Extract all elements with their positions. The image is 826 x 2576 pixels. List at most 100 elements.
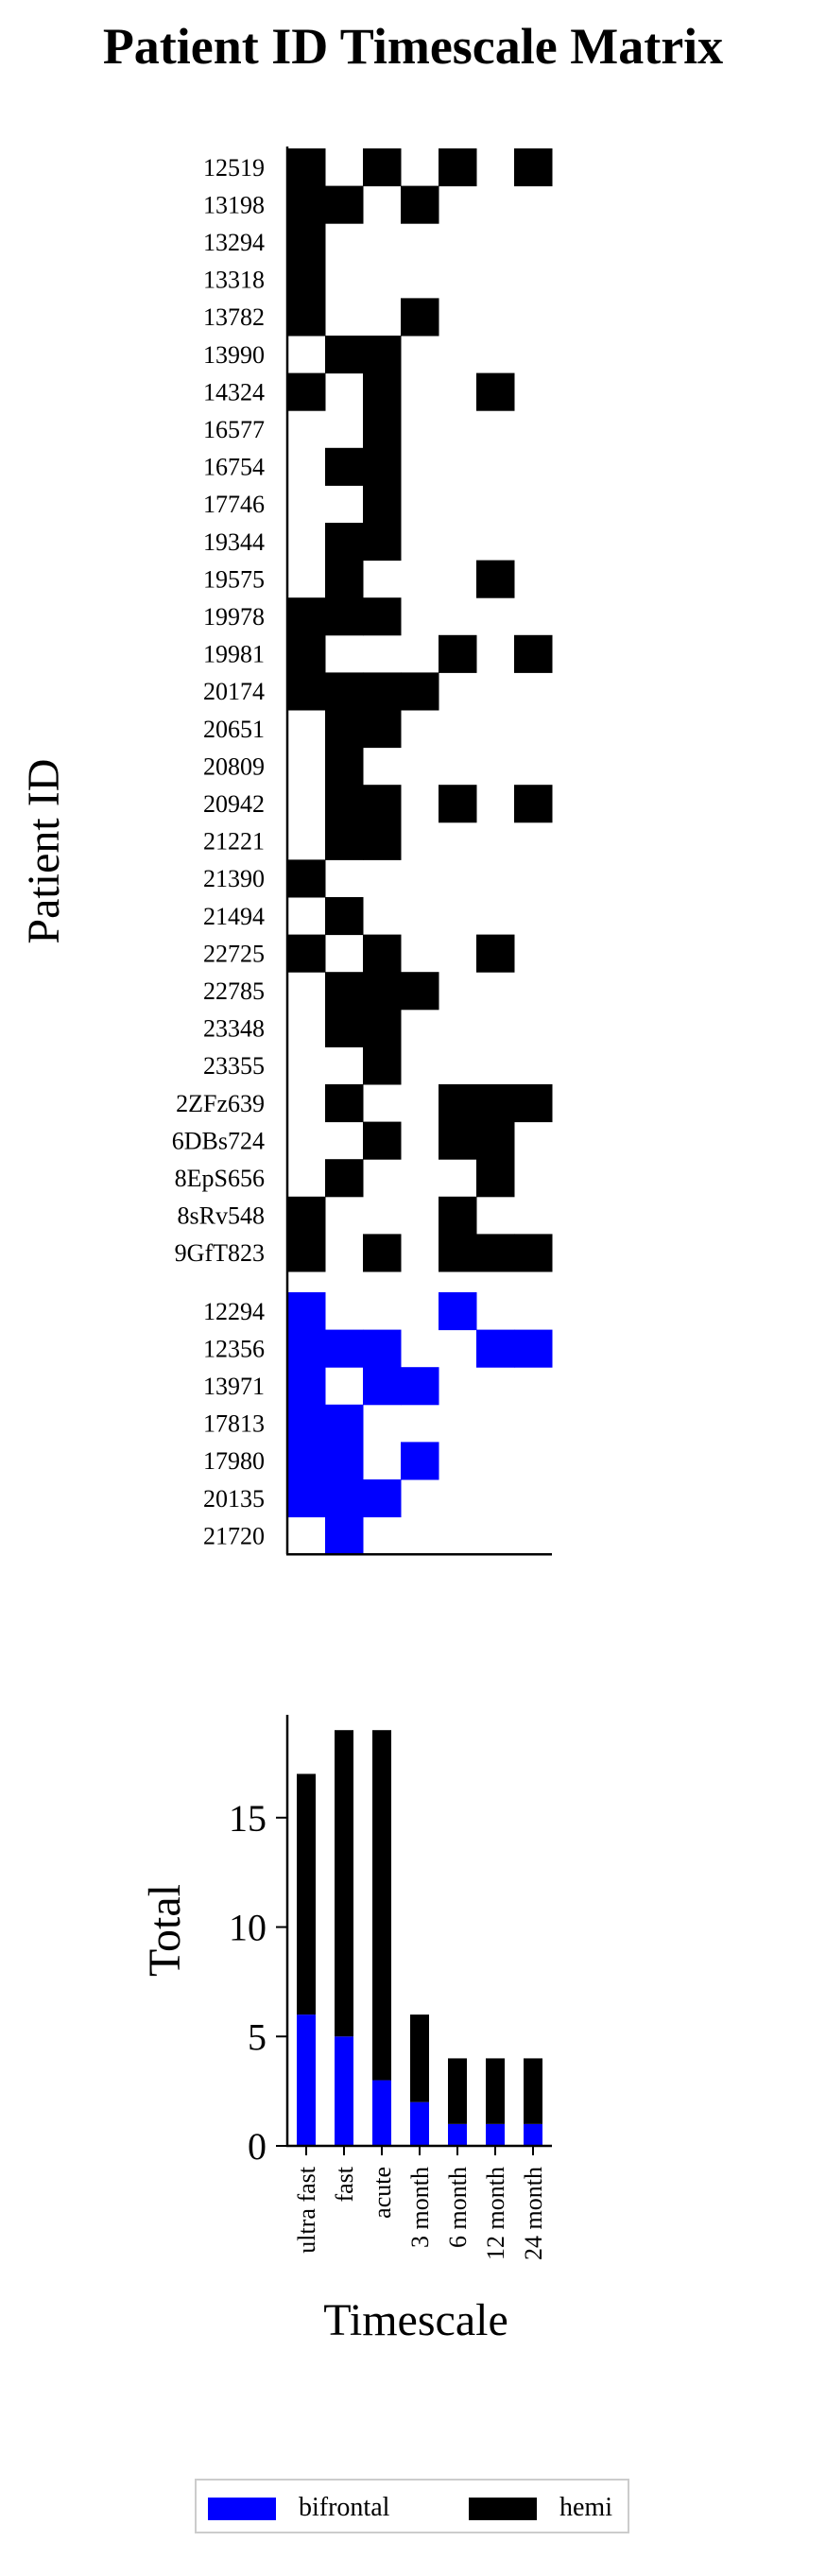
x-tick-label: fast	[331, 2166, 358, 2202]
x-tick-label: 3 month	[406, 2167, 434, 2248]
cell-13990-acute	[363, 336, 402, 374]
bar-bifrontal-ultra-fast	[297, 2014, 316, 2146]
cell-6DBs724-6-month	[439, 1121, 477, 1160]
cell-8EpS656-fast	[325, 1159, 364, 1198]
row-label-9GfT823: 9GfT823	[175, 1239, 265, 1267]
cell-20942-fast	[325, 785, 364, 823]
cell-6DBs724-acute	[363, 1121, 402, 1160]
cell-13782-ultra-fast	[287, 298, 326, 337]
cell-14324-acute	[363, 372, 402, 411]
row-label-17980: 17980	[203, 1447, 265, 1475]
bar-hemi-3-month	[410, 2014, 429, 2102]
cell-2ZFz639-12-month	[476, 1084, 515, 1123]
row-label-13782: 13782	[203, 303, 265, 331]
row-label-6DBs724: 6DBs724	[172, 1127, 265, 1154]
x-tick-label: ultra fast	[293, 2166, 320, 2253]
cell-12356-fast	[325, 1329, 364, 1368]
cell-17980-ultra-fast	[287, 1442, 326, 1480]
cell-19575-12-month	[476, 560, 515, 598]
cell-21494-fast	[325, 897, 364, 936]
cell-12356-acute	[363, 1329, 402, 1368]
x-tick-label: 12 month	[482, 2167, 509, 2260]
cell-9GfT823-ultra-fast	[287, 1234, 326, 1272]
cell-13198-fast	[325, 185, 364, 224]
cell-12356-24-month	[514, 1329, 553, 1368]
cell-20174-ultra-fast	[287, 672, 326, 711]
cell-20174-3-month	[401, 672, 439, 711]
cell-9GfT823-6-month	[439, 1234, 477, 1272]
cell-22785-3-month	[401, 972, 439, 1011]
cell-20135-acute	[363, 1479, 402, 1518]
row-label-2ZFz639: 2ZFz639	[176, 1090, 265, 1117]
bar-bifrontal-24-month	[524, 2123, 542, 2146]
cell-8EpS656-12-month	[476, 1159, 515, 1198]
cell-2ZFz639-fast	[325, 1084, 364, 1123]
bar-hemi-12-month	[486, 2058, 505, 2124]
cell-20651-acute	[363, 710, 402, 749]
cell-14324-12-month	[476, 372, 515, 411]
row-label-14324: 14324	[203, 378, 265, 406]
cell-20942-acute	[363, 785, 402, 823]
cell-6DBs724-12-month	[476, 1121, 515, 1160]
cell-23348-acute	[363, 1009, 402, 1047]
bar-bifrontal-acute	[372, 2080, 391, 2146]
y-tick-label: 5	[248, 2015, 267, 2058]
cell-17813-fast	[325, 1404, 364, 1443]
cell-12294-6-month	[439, 1292, 477, 1331]
bar-bifrontal-12-month	[486, 2123, 505, 2146]
legend-swatch-hemi	[469, 2498, 537, 2520]
cell-20809-fast	[325, 747, 364, 786]
y-tick-label: 15	[229, 1797, 267, 1840]
figure-title: Patient ID Timescale Matrix	[102, 18, 724, 75]
cell-13782-3-month	[401, 298, 439, 337]
x-tick-label: acute	[369, 2167, 396, 2219]
row-label-23355: 23355	[203, 1052, 265, 1080]
row-label-13318: 13318	[203, 267, 265, 294]
row-label-19981: 19981	[203, 641, 265, 668]
legend-label-bifrontal: bifrontal	[299, 2493, 390, 2522]
cell-20942-6-month	[439, 785, 477, 823]
cell-20174-acute	[363, 672, 402, 711]
cell-12294-ultra-fast	[287, 1292, 326, 1331]
bar-x-axis-label: Timescale	[323, 2295, 508, 2345]
row-label-20135: 20135	[203, 1485, 265, 1513]
cell-16754-acute	[363, 447, 402, 486]
cell-13294-ultra-fast	[287, 223, 326, 262]
bar-bifrontal-fast	[335, 2036, 353, 2146]
cell-20651-fast	[325, 710, 364, 749]
y-tick-label: 0	[248, 2125, 267, 2168]
cell-20942-24-month	[514, 785, 553, 823]
row-label-20174: 20174	[203, 678, 265, 705]
heatmap-y-axis-label: Patient ID	[19, 759, 69, 944]
row-label-12519: 12519	[203, 154, 265, 182]
cell-22725-12-month	[476, 934, 515, 973]
row-label-12356: 12356	[203, 1335, 265, 1362]
legend-swatch-bifrontal	[208, 2498, 276, 2520]
cell-17980-fast	[325, 1442, 364, 1480]
row-label-22725: 22725	[203, 940, 265, 967]
cell-13198-ultra-fast	[287, 185, 326, 224]
row-label-8sRv548: 8sRv548	[178, 1202, 265, 1230]
heatmap-chart: 12519 13198 13294 13318 13782 13990 14324 16577…	[19, 147, 553, 1556]
legend: bifrontal hemi	[195, 2479, 629, 2533]
cell-9GfT823-acute	[363, 1234, 402, 1272]
row-label-16577: 16577	[203, 416, 265, 443]
cell-13198-3-month	[401, 185, 439, 224]
row-label-8EpS656: 8EpS656	[175, 1165, 265, 1192]
cell-19344-acute	[363, 523, 402, 562]
cell-9GfT823-24-month	[514, 1234, 553, 1272]
cell-2ZFz639-6-month	[439, 1084, 477, 1123]
cell-16754-fast	[325, 447, 364, 486]
bar-hemi-ultra-fast	[297, 1773, 316, 2015]
bar-hemi-24-month	[524, 2058, 542, 2124]
cell-19981-24-month	[514, 634, 553, 673]
cell-16577-acute	[363, 410, 402, 449]
cell-9GfT823-12-month	[476, 1234, 515, 1272]
y-tick-label: 10	[229, 1907, 267, 1949]
row-label-12294: 12294	[203, 1298, 265, 1325]
row-label-20809: 20809	[203, 752, 265, 780]
cell-22785-fast	[325, 972, 364, 1011]
stacked-bar-chart: ultra fast fast acute 3 month 6 month 12 mont…	[140, 1715, 552, 2345]
row-label-23348: 23348	[203, 1015, 265, 1043]
